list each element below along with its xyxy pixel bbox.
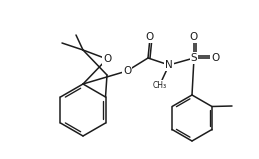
Text: O: O: [211, 53, 219, 63]
Text: O: O: [146, 32, 154, 42]
Text: O: O: [190, 32, 198, 42]
Text: S: S: [191, 53, 197, 63]
Text: N: N: [165, 60, 173, 70]
Text: O: O: [103, 54, 111, 64]
Text: O: O: [123, 66, 131, 76]
Text: CH₃: CH₃: [153, 80, 167, 90]
